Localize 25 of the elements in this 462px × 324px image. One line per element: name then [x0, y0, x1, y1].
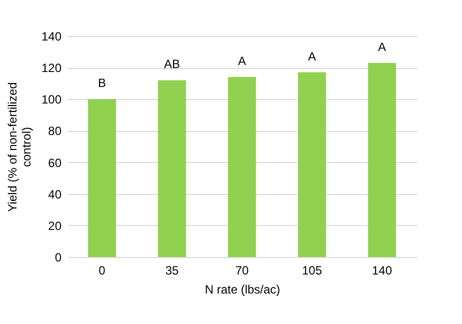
y-tick-label: 0 — [54, 250, 62, 264]
y-tick-label: 100 — [41, 92, 62, 107]
annotation: B — [98, 76, 106, 90]
bar — [228, 77, 256, 257]
x-tick-label: 105 — [302, 264, 322, 278]
y-tick-label: 40 — [48, 187, 62, 202]
x-axis-title: N rate (lbs/ac) — [204, 282, 280, 296]
x-tick-label: 35 — [165, 264, 179, 278]
y-axis-title: Yield (% of non-fertilized control) — [5, 82, 34, 212]
annotation: AB — [164, 57, 180, 72]
x-tick-label: 0 — [98, 264, 106, 278]
y-tick-label: 120 — [41, 61, 62, 76]
y-tick-label: 80 — [48, 124, 62, 138]
annotation: A — [238, 54, 246, 68]
bar — [158, 80, 186, 257]
x-tick-label: 70 — [235, 264, 249, 278]
bar — [368, 62, 396, 257]
y-tick-label: 60 — [48, 156, 62, 170]
bar — [298, 72, 326, 257]
bar — [88, 99, 116, 257]
y-tick-label: 140 — [41, 30, 62, 44]
annotation: A — [378, 40, 386, 54]
annotation: A — [308, 49, 316, 64]
y-tick-label: 20 — [48, 218, 62, 233]
x-tick-label: 140 — [372, 264, 392, 278]
